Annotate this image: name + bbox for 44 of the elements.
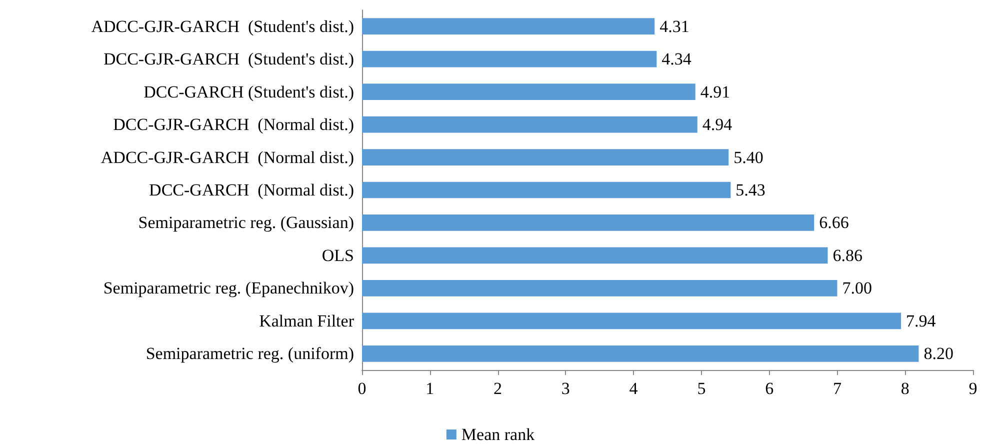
legend-label: Mean rank [461,425,536,444]
x-tick-label: 3 [561,379,570,398]
y-tick-label: Semiparametric reg. (uniform) [146,344,354,364]
bar [362,312,902,330]
x-tick-label: 6 [765,379,774,398]
text: 5.43 [736,180,766,200]
bar [362,182,731,198]
y-tick-label: Semiparametric reg. (Gaussian) [138,213,354,232]
bar [362,18,655,35]
text: 6.66 [819,213,849,232]
bar [362,116,698,133]
x-tick-label: 7 [832,379,842,398]
y-tick-label: ADCC-GJR-GARCH (Normal dist.) [100,148,354,167]
x-tick-label: 8 [900,379,910,398]
x-tick-label: 0 [358,379,366,398]
bar [362,345,919,362]
x-tick-label: 9 [968,379,978,398]
bar [362,84,696,100]
y-tick-label: DCC-GARCH (Student's dist.) [144,82,354,102]
x-tick-label: 5 [697,379,706,398]
y-tick-label: Kalman Filter [259,311,354,330]
y-tick-label: DCC-GARCH (Normal dist.) [149,180,354,200]
y-tick-label: DCC-GJR-GARCH (Student's dist.) [103,50,354,69]
y-tick-label: Semiparametric reg. (Epanechnikov) [103,278,354,298]
text: 7.00 [842,278,872,298]
text: 8.20 [924,344,954,364]
x-tick-label: 4 [629,379,638,398]
bar [362,214,814,231]
bar [362,50,657,68]
x-tick-label: 2 [494,379,502,398]
bar [362,149,729,166]
text: 4.31 [660,16,690,36]
text: 5.40 [734,148,764,167]
x-tick-label: 1 [426,379,434,398]
text: 4.91 [700,82,730,102]
text: 4.94 [702,115,732,134]
y-tick-label: DCC-GJR-GARCH (Normal dist.) [113,115,354,134]
text: 4.34 [662,50,692,69]
text: 6.86 [832,246,862,265]
bar [362,280,838,296]
bar [362,247,828,264]
text: 7.94 [906,311,936,330]
y-tick-label: ADCC-GJR-GARCH (Student's dist.) [91,16,354,36]
y-tick-label: OLS [322,246,354,265]
